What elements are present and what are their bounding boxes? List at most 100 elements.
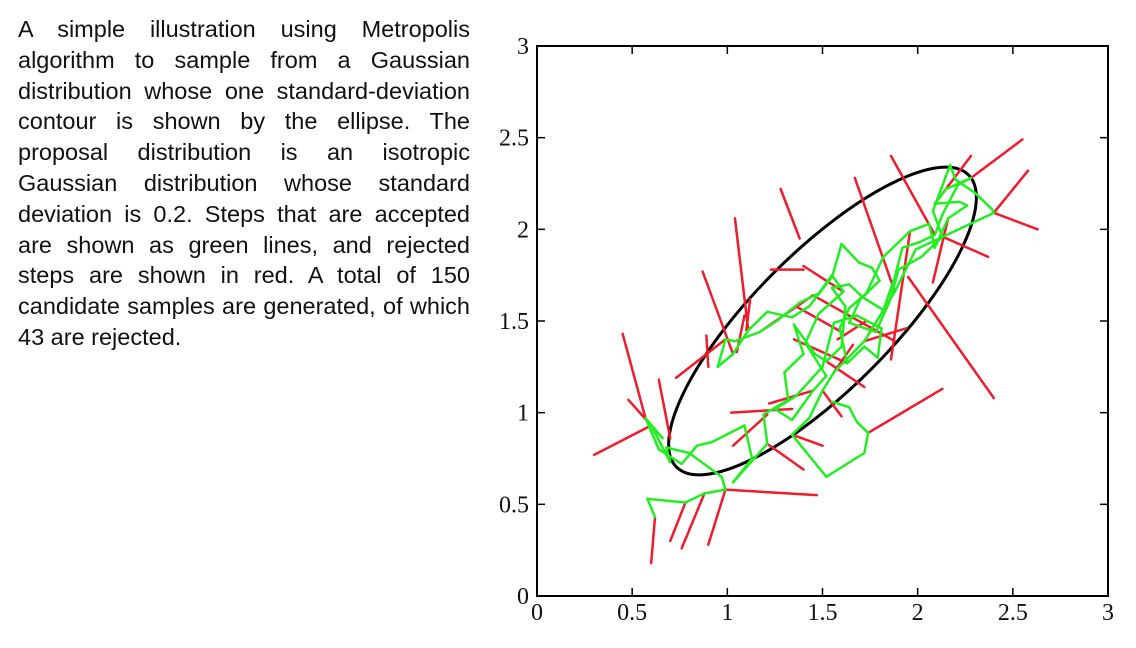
accepted-step [948, 163, 957, 182]
accepted-step [695, 440, 714, 447]
rejected-step [931, 217, 950, 284]
rejected-step [863, 327, 908, 343]
accepted-step [901, 240, 921, 249]
accepted-step [724, 338, 737, 343]
accepted-step [804, 341, 828, 378]
accepted-step [825, 345, 843, 363]
accepted-step [731, 442, 769, 484]
rejected-step [779, 187, 801, 240]
accepted-step [830, 400, 851, 409]
y-tick-label: 0 [517, 584, 529, 610]
rejected-step [906, 275, 996, 400]
y-tick-label: 2 [517, 217, 529, 243]
accepted-step [743, 424, 754, 460]
accepted-step [783, 352, 805, 374]
std-dev-ellipse [667, 165, 978, 477]
accepted-step [931, 209, 944, 238]
accepted-step [817, 290, 845, 315]
rejected-step [733, 217, 750, 332]
rejected-step [992, 169, 1030, 215]
accepted-step [688, 451, 723, 479]
y-tick-label: 1.5 [499, 309, 529, 335]
accepted-step [716, 338, 727, 369]
rejected-step [766, 442, 805, 471]
accepted-step [838, 327, 849, 365]
rejected-step [649, 515, 657, 565]
ellipse-layer [667, 165, 978, 477]
accepted-step [798, 292, 820, 304]
metropolis-figure: 0 0.5 1 1.5 2 2.5 3 0 0.5 1 1.5 2 2.5 3 [490, 20, 1130, 648]
rejected-step [992, 211, 1039, 231]
accepted-step [893, 246, 904, 279]
accepted-step [657, 448, 683, 466]
accepted-step [684, 492, 706, 504]
accepted-step [773, 394, 798, 411]
x-tick-label: 2 [912, 600, 924, 626]
accepted-step [863, 431, 870, 455]
y-tick-label: 3 [517, 34, 529, 60]
accepted-step [855, 420, 870, 435]
accepted-steps-layer [644, 163, 996, 519]
rejected-step [668, 501, 687, 543]
rejected-step [729, 407, 794, 414]
accepted-step [720, 475, 727, 491]
accepted-step [847, 283, 864, 299]
accepted-step [790, 305, 811, 319]
accepted-step [758, 319, 779, 334]
rejected-step [969, 138, 1024, 180]
accepted-step [773, 407, 794, 422]
rejected-step [889, 229, 912, 361]
y-tick-label: 1 [517, 401, 529, 427]
accepted-step [847, 405, 859, 424]
rejected-step [853, 176, 897, 293]
accepted-step [794, 365, 824, 398]
rejected-step [821, 389, 843, 418]
x-tick-label: 1 [721, 600, 733, 626]
accepted-step [821, 321, 836, 369]
accepted-step [944, 176, 973, 191]
x-tick-label: 1.5 [808, 600, 838, 626]
rejected-step [657, 378, 672, 440]
accepted-step [954, 178, 977, 194]
accepted-step [680, 444, 699, 466]
accepted-step [859, 279, 881, 301]
accepted-step [832, 339, 866, 374]
rejected-step [941, 235, 990, 259]
accepted-step [665, 446, 691, 455]
accepted-step [865, 255, 885, 295]
rejected-step [866, 387, 944, 435]
accepted-step [874, 301, 891, 334]
accepted-step [807, 275, 834, 308]
accepted-step [716, 352, 735, 369]
accepted-step [941, 184, 959, 216]
rejected-step [731, 413, 769, 447]
y-tick-label: 0.5 [499, 492, 529, 518]
accepted-step [646, 497, 687, 504]
rejected-steps-layer [592, 138, 1039, 565]
accepted-step [792, 323, 805, 356]
accepted-step [790, 389, 815, 422]
accepted-step [811, 374, 828, 392]
figure-caption: A simple illustration using Metropolis a… [18, 14, 470, 353]
accepted-step [804, 312, 820, 345]
rejected-step [792, 338, 849, 365]
accepted-step [863, 290, 897, 343]
rejected-step [592, 424, 653, 457]
accepted-step [882, 229, 912, 259]
accepted-step [792, 323, 817, 356]
y-tick-label: 2.5 [499, 126, 529, 152]
accepted-step [762, 413, 769, 446]
accepted-step [893, 248, 918, 293]
accepted-step [703, 488, 727, 495]
rejected-step [889, 154, 937, 237]
x-tick-label: 0.5 [617, 600, 647, 626]
metropolis-plot: 0 0.5 1 1.5 2 2.5 3 0 0.5 1 1.5 2 2.5 3 [499, 34, 1114, 626]
accepted-step [920, 235, 944, 259]
accepted-step [931, 163, 952, 213]
rejected-step [707, 488, 727, 546]
accepted-step [747, 310, 769, 332]
x-tick-label: 2.5 [998, 600, 1028, 626]
rejected-step [790, 433, 824, 447]
accepted-step [790, 433, 828, 479]
accepted-step [840, 242, 860, 264]
